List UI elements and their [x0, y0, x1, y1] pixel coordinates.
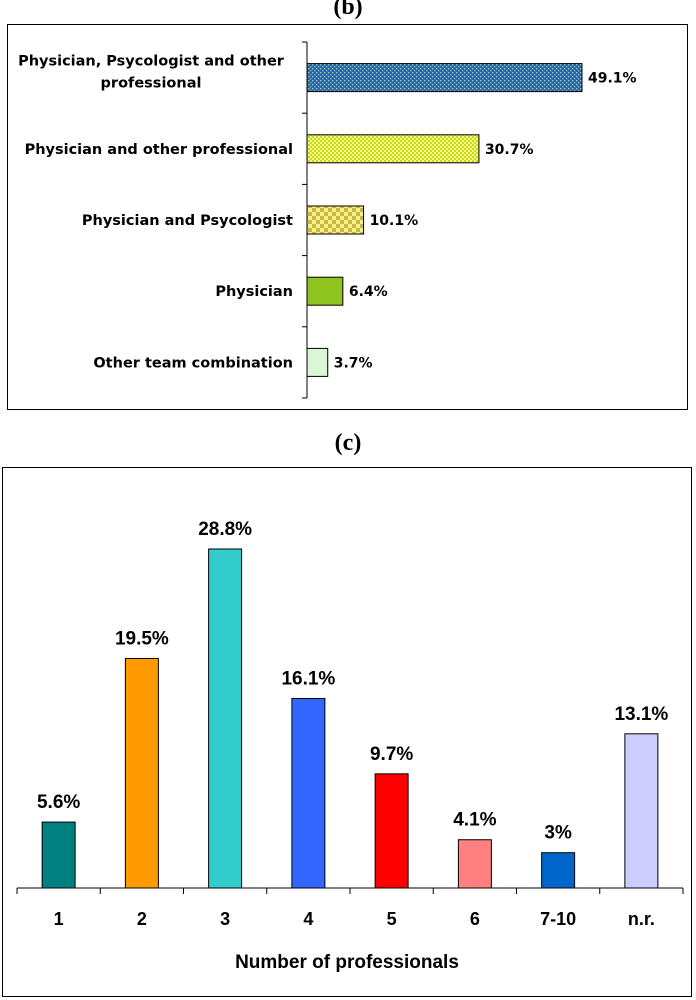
- panel-b-bar: [306, 134, 480, 164]
- panel-b-value-label: 10.1%: [370, 213, 419, 229]
- panel-c-bar: [624, 733, 659, 889]
- panel-c-value-label: 13.1%: [614, 704, 668, 725]
- panel-c-value-label: 16.1%: [281, 668, 335, 689]
- panel-c-value-label: 5.6%: [37, 792, 80, 813]
- panel-c-value-label: 3%: [544, 823, 572, 844]
- panel-b-horizontal-bar-chart: 49.1% Physician, Psycologist and other pro…: [18, 41, 637, 399]
- panel-c-value-label: 28.8%: [198, 519, 252, 540]
- panel-b-category-label: Physician: [215, 284, 293, 300]
- panel-b-value-label: 6.4%: [349, 284, 388, 300]
- panel-c-category-label: 4: [303, 909, 313, 929]
- panel-c-category-label: 3: [220, 909, 230, 929]
- panel-c-category-label: 5: [387, 909, 397, 929]
- panel-b-bar: [306, 63, 583, 93]
- panel-b-value-label: 3.7%: [334, 355, 373, 371]
- panel-b-bar: [306, 276, 344, 306]
- panel-c-bar: [41, 821, 76, 889]
- panel-c-title: (c): [334, 430, 362, 456]
- panel-c-category-label: 6: [470, 909, 480, 929]
- panel-c-category-label: 2: [137, 909, 147, 929]
- panel-c-bar: [457, 839, 492, 889]
- panel-c-x-axis-title: Number of professionals: [235, 952, 459, 973]
- panel-c-value-label: 9.7%: [370, 744, 413, 765]
- panel-b-bar: [306, 347, 329, 377]
- panel-c-value-label: 19.5%: [115, 628, 169, 649]
- panel-c-category-label: 1: [54, 909, 64, 929]
- panel-c-category-label: n.r.: [628, 909, 655, 929]
- panel-c-bar: [124, 657, 159, 889]
- panel-b-value-label: 30.7%: [485, 142, 534, 158]
- panel-c-category-label: 7-10: [540, 909, 576, 929]
- panel-c-value-label: 4.1%: [453, 810, 496, 831]
- panel-b-category-label: professional: [101, 76, 202, 92]
- panel-b-category-label: Physician and other professional: [25, 142, 293, 158]
- panel-b-bar: [306, 205, 365, 235]
- panel-c-bar: [208, 548, 243, 889]
- panel-c-bar: [541, 852, 576, 889]
- panel-c-bar: [291, 697, 326, 889]
- panel-b-value-label: 49.1%: [588, 71, 637, 87]
- panel-b-category-label: Physician, Psycologist and other: [18, 54, 285, 70]
- panel-b-category-label: Other team combination: [93, 355, 293, 371]
- panel-c-bar: [374, 773, 409, 889]
- panel-b-title: (b): [333, 0, 363, 20]
- panel-b-category-label: Physician and Psycologist: [82, 213, 293, 229]
- panel-c-chart-frame: [2, 467, 692, 997]
